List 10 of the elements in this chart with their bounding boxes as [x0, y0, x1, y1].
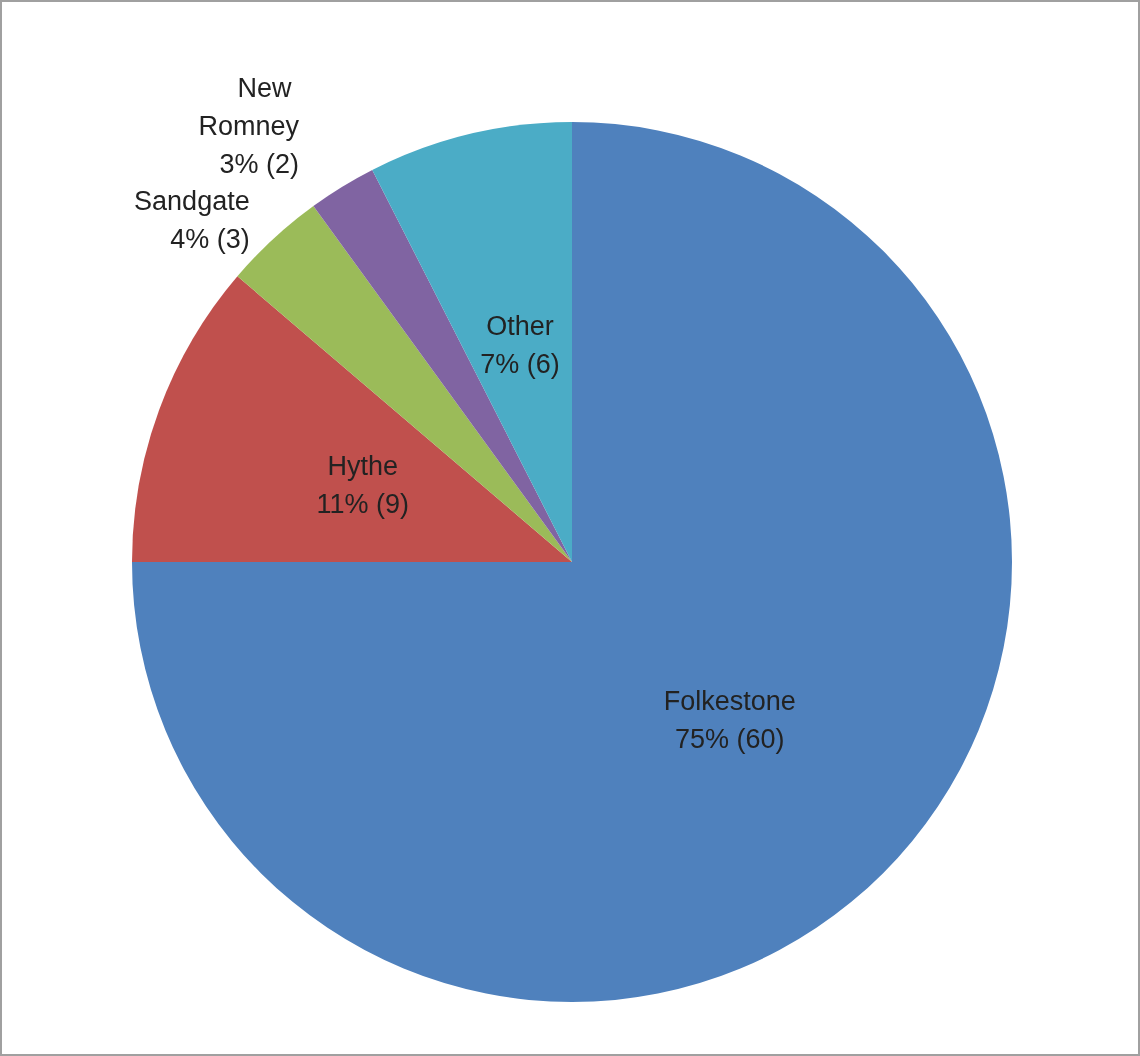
- slice-label: Folkestone: [663, 685, 796, 716]
- slice-label: Hythe: [327, 450, 399, 481]
- data-label: 7% (6): [480, 349, 560, 380]
- slice-label: Other: [486, 311, 554, 342]
- data-label: 11% (9): [316, 488, 410, 519]
- slice-label: New Romney: [198, 73, 300, 142]
- data-label: 75% (60): [674, 723, 785, 754]
- slice-label: Sandgate: [134, 185, 250, 216]
- data-label: 4% (3): [170, 223, 250, 254]
- data-label: 3% (2): [219, 149, 299, 180]
